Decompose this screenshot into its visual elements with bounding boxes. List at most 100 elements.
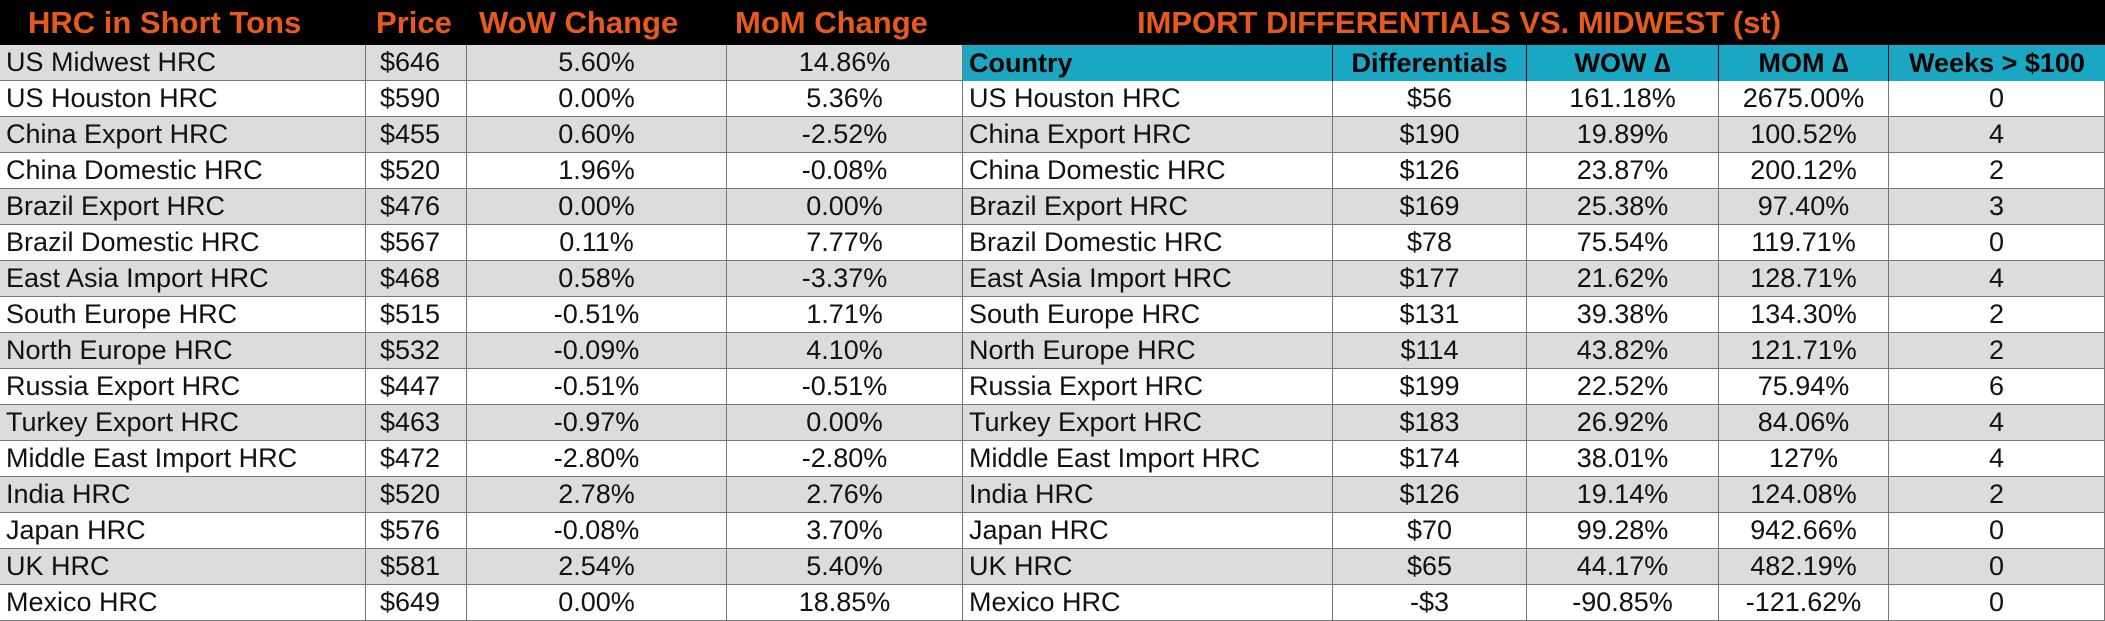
cell-wow-change: 0.00%: [467, 81, 727, 117]
table-row: East Asia Import HRC $468 0.58% -3.37%: [0, 261, 963, 297]
cell-country: Turkey Export HRC: [963, 405, 1333, 441]
cell-region: Middle East Import HRC: [0, 441, 366, 477]
cell-mom-delta: 2675.00%: [1719, 81, 1889, 117]
header-weeks-over-100: Weeks > $100: [1909, 47, 2085, 78]
cell-differential: $56: [1333, 81, 1527, 117]
cell-mom-change: 5.40%: [727, 549, 963, 585]
cell-mom-delta: 200.12%: [1719, 153, 1889, 189]
cell-weeks-over-100: 4: [1889, 117, 2105, 153]
cell-region: China Domestic HRC: [0, 153, 366, 189]
cell-price: $520: [366, 153, 467, 189]
cell-differential: $126: [1333, 153, 1527, 189]
import-differentials-title-row: IMPORT DIFFERENTIALS VS. MIDWEST (st): [963, 0, 2105, 45]
table-row: North Europe HRC $114 43.82% 121.71% 2: [963, 333, 2105, 369]
cell-country: North Europe HRC: [963, 333, 1333, 369]
cell-mom-delta: 119.71%: [1719, 225, 1889, 261]
table-row: Brazil Domestic HRC $78 75.54% 119.71% 0: [963, 225, 2105, 261]
cell-country: Brazil Export HRC: [963, 189, 1333, 225]
cell-price: $567: [366, 225, 467, 261]
header-wow-delta: WOW ∆: [1527, 45, 1719, 81]
cell-wow-delta: 22.52%: [1527, 369, 1719, 405]
header-mom-delta: MOM ∆: [1719, 45, 1889, 81]
cell-mom-delta: 124.08%: [1719, 477, 1889, 513]
cell-weeks-over-100: 4: [1889, 441, 2105, 477]
cell-wow-change: -0.51%: [467, 369, 727, 405]
cell-wow-change: 0.11%: [467, 225, 727, 261]
cell-mom-change: -0.08%: [727, 153, 963, 189]
cell-differential: $177: [1333, 261, 1527, 297]
cell-price: $576: [366, 513, 467, 549]
cell-wow-change: -0.97%: [467, 405, 727, 441]
cell-country: South Europe HRC: [963, 297, 1333, 333]
table-row: Mexico HRC $649 0.00% 18.85%: [0, 585, 963, 621]
cell-country: UK HRC: [963, 549, 1333, 585]
cell-mom-delta: 75.94%: [1719, 369, 1889, 405]
cell-wow-delta: 19.89%: [1527, 117, 1719, 153]
cell-country: Russia Export HRC: [963, 369, 1333, 405]
cell-differential: $70: [1333, 513, 1527, 549]
cell-mom-change: 5.36%: [727, 81, 963, 117]
cell-mom-delta: 127%: [1719, 441, 1889, 477]
cell-mom-change: 7.77%: [727, 225, 963, 261]
cell-differential: $65: [1333, 549, 1527, 585]
cell-wow-change: 2.78%: [467, 477, 727, 513]
cell-wow-delta: -90.85%: [1527, 585, 1719, 621]
table-row: China Domestic HRC $520 1.96% -0.08%: [0, 153, 963, 189]
cell-differential: $114: [1333, 333, 1527, 369]
cell-weeks-over-100: 0: [1889, 549, 2105, 585]
cell-wow-delta: 38.01%: [1527, 441, 1719, 477]
table-row: Russia Export HRC $447 -0.51% -0.51%: [0, 369, 963, 405]
header-hrc-short-tons: HRC in Short Tons: [28, 4, 302, 40]
cell-weeks-over-100: 0: [1889, 585, 2105, 621]
table-row: US Houston HRC $590 0.00% 5.36%: [0, 81, 963, 117]
cell-mom-change: 4.10%: [727, 333, 963, 369]
cell-region: Mexico HRC: [0, 585, 366, 621]
hrc-price-rows: US Midwest HRC $646 5.60% 14.86% US Houston …: [0, 45, 963, 621]
table-row: India HRC $520 2.78% 2.76%: [0, 477, 963, 513]
table-row: Mexico HRC -$3 -90.85% -121.62% 0: [963, 585, 2105, 621]
cell-differential: $190: [1333, 117, 1527, 153]
cell-mom-change: 14.86%: [727, 45, 963, 81]
import-differentials-title: IMPORT DIFFERENTIALS VS. MIDWEST (st): [1136, 4, 1782, 40]
cell-region: Japan HRC: [0, 513, 366, 549]
cell-price: $472: [366, 441, 467, 477]
cell-weeks-over-100: 2: [1889, 297, 2105, 333]
table-row: China Domestic HRC $126 23.87% 200.12% 2: [963, 153, 2105, 189]
cell-mom-delta: 100.52%: [1719, 117, 1889, 153]
import-differentials-rows: US Houston HRC $56 161.18% 2675.00% 0 China E…: [963, 81, 2105, 621]
cell-differential: $183: [1333, 405, 1527, 441]
import-differentials-table: IMPORT DIFFERENTIALS VS. MIDWEST (st) Co…: [963, 0, 2105, 621]
cell-region: South Europe HRC: [0, 297, 366, 333]
cell-country: Mexico HRC: [963, 585, 1333, 621]
table-row: Brazil Domestic HRC $567 0.11% 7.77%: [0, 225, 963, 261]
header-differentials: Differentials: [1333, 45, 1527, 81]
cell-wow-change: -0.08%: [467, 513, 727, 549]
table-row: Turkey Export HRC $463 -0.97% 0.00%: [0, 405, 963, 441]
cell-mom-delta: 942.66%: [1719, 513, 1889, 549]
cell-wow-delta: 26.92%: [1527, 405, 1719, 441]
table-row: Brazil Export HRC $476 0.00% 0.00%: [0, 189, 963, 225]
cell-region: China Export HRC: [0, 117, 366, 153]
cell-wow-change: 1.96%: [467, 153, 727, 189]
cell-wow-change: 0.00%: [467, 189, 727, 225]
table-row: Brazil Export HRC $169 25.38% 97.40% 3: [963, 189, 2105, 225]
cell-country: Japan HRC: [963, 513, 1333, 549]
cell-country: East Asia Import HRC: [963, 261, 1333, 297]
cell-price: $590: [366, 81, 467, 117]
cell-wow-delta: 75.54%: [1527, 225, 1719, 261]
table-row: US Houston HRC $56 161.18% 2675.00% 0: [963, 81, 2105, 117]
hrc-price-table: HRC in Short Tons Price WoW Change MoM C…: [0, 0, 963, 621]
cell-mom-change: -3.37%: [727, 261, 963, 297]
table-row: UK HRC $65 44.17% 482.19% 0: [963, 549, 2105, 585]
table-row: Russia Export HRC $199 22.52% 75.94% 6: [963, 369, 2105, 405]
cell-region: Brazil Export HRC: [0, 189, 366, 225]
cell-price: $455: [366, 117, 467, 153]
cell-weeks-over-100: 4: [1889, 405, 2105, 441]
table-row: India HRC $126 19.14% 124.08% 2: [963, 477, 2105, 513]
cell-wow-change: -0.51%: [467, 297, 727, 333]
table-row: UK HRC $581 2.54% 5.40%: [0, 549, 963, 585]
import-differentials-header-row: Country Differentials WOW ∆ MOM ∆ Weeks …: [963, 45, 2105, 81]
cell-wow-delta: 44.17%: [1527, 549, 1719, 585]
cell-mom-delta: 128.71%: [1719, 261, 1889, 297]
